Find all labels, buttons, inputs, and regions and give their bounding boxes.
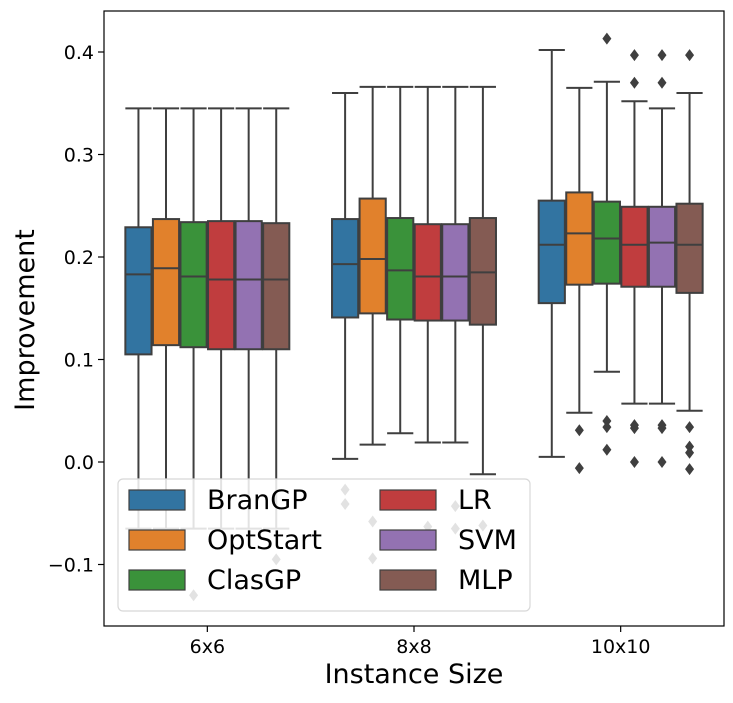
- box-svm-6x6: [234, 220, 263, 351]
- y-tick-label: 0.0: [64, 452, 94, 474]
- box-mlp-8x8: [468, 217, 497, 326]
- outlier-point: [574, 424, 584, 437]
- box-clasgp-6x6: [179, 221, 208, 349]
- box-mlp-10x10: [675, 202, 704, 294]
- outlier-point: [629, 76, 639, 89]
- box-svm-8x8: [441, 223, 470, 322]
- y-tick-label: 0.2: [64, 247, 94, 269]
- legend: BranGP OptStart ClasGP LR SVM MLP: [117, 478, 531, 612]
- legend-swatch-brangp: [128, 489, 186, 511]
- box-lr-8x8: [413, 223, 442, 322]
- legend-label-mlp: MLP: [458, 565, 513, 596]
- legend-label-svm: SVM: [458, 525, 517, 556]
- outlier-point: [657, 49, 667, 62]
- axes-layer: −0.1 0.0 0.1 0.2 0.3 0.4 6x6 8x8 10x10: [48, 10, 725, 658]
- outlier-point: [685, 463, 695, 476]
- outlier-point: [685, 49, 695, 62]
- outlier-point: [657, 76, 667, 89]
- legend-swatch-mlp: [379, 569, 437, 591]
- y-axis-label: Improvement: [10, 229, 41, 411]
- x-axis-label: Instance Size: [325, 659, 504, 690]
- box-mlp-6x6: [262, 222, 291, 351]
- outlier-point: [657, 422, 667, 435]
- outlier-point: [629, 49, 639, 62]
- box-lr-6x6: [207, 220, 236, 351]
- y-tick-label: 0.4: [64, 42, 94, 64]
- x-tick-label: 6x6: [190, 636, 225, 658]
- outlier-point: [602, 415, 612, 427]
- x-tick-label: 8x8: [396, 636, 431, 658]
- legend-label-clasgp: ClasGP: [207, 565, 301, 596]
- x-tick-label: 10x10: [591, 636, 651, 658]
- box-svm-10x10: [647, 205, 677, 288]
- legend-swatch-clasgp: [128, 569, 186, 591]
- y-tick-label: 0.1: [64, 350, 94, 372]
- box-layer: [124, 32, 704, 602]
- box-brangp-10x10: [537, 199, 566, 305]
- outlier-point: [629, 422, 639, 435]
- legend-label-lr: LR: [458, 485, 492, 516]
- outlier-point: [602, 443, 612, 456]
- outlier-point: [685, 440, 695, 453]
- outlier-point: [685, 446, 695, 459]
- box-optstart-8x8: [358, 197, 387, 315]
- legend-swatch-lr: [379, 489, 437, 511]
- box-optstart-10x10: [565, 191, 594, 286]
- legend-label-brangp: BranGP: [207, 485, 308, 516]
- outlier-point: [657, 456, 667, 468]
- box-lr-10x10: [620, 205, 649, 288]
- legend-label-optstart: OptStart: [207, 525, 322, 556]
- y-tick-label: −0.1: [48, 555, 94, 577]
- outlier-point: [602, 32, 612, 45]
- box-brangp-6x6: [124, 226, 153, 356]
- box-brangp-8x8: [331, 218, 360, 319]
- box-clasgp-10x10: [592, 200, 621, 285]
- legend-swatch-optstart: [128, 529, 186, 551]
- outlier-point: [602, 421, 612, 434]
- box-optstart-6x6: [151, 218, 181, 347]
- legend-swatch-svm: [379, 529, 437, 551]
- y-tick-label: 0.3: [64, 145, 94, 167]
- outlier-point: [629, 456, 639, 468]
- outlier-point: [574, 462, 584, 475]
- box-clasgp-8x8: [386, 217, 415, 321]
- outlier-point: [685, 421, 695, 434]
